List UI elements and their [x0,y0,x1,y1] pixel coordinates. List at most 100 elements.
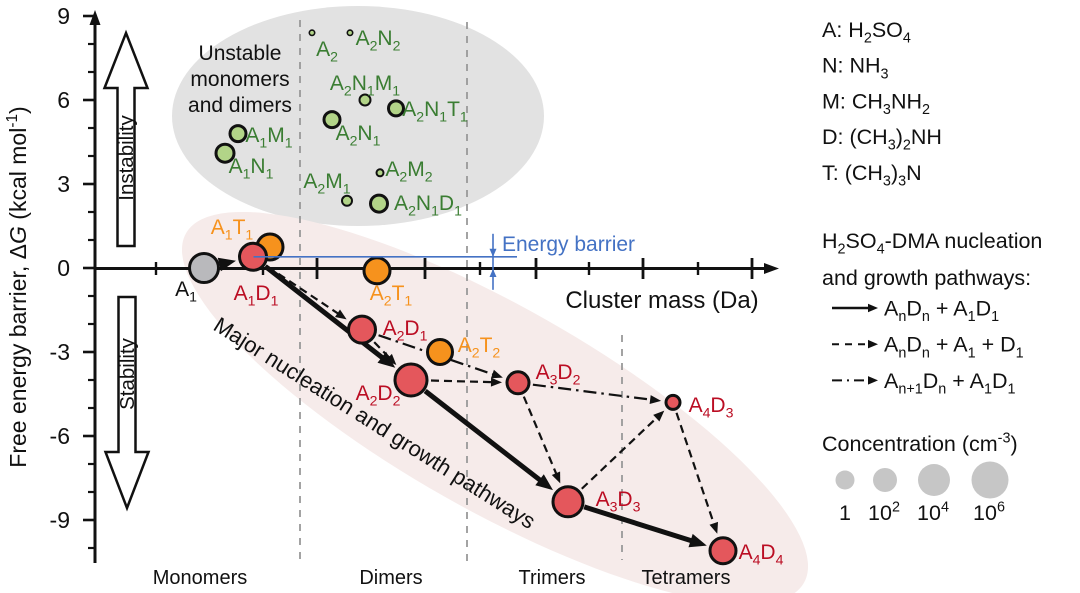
data-point-a2d2 [393,362,429,398]
unstable-region-caption-line1: Unstable [199,42,282,65]
edge-A2D2-A3D3-solid-head [535,474,553,491]
legend-species-T: T: (CH3)3N [822,161,922,190]
legend-pathway-arrowhead-dashdot [868,376,878,385]
instability-label: Instability [115,115,138,201]
legend-species-M: M: CH3NH2 [822,89,930,118]
edge-A3D2-A4D3-dashdot-head [649,395,662,404]
point-label-a2: A2 [316,38,338,65]
edge-A3D2-A3D3-dashed [522,396,559,477]
data-point-a2n1t1 [387,99,405,118]
data-point-a3d3 [551,485,585,519]
data-point-a1m1 [228,124,248,144]
concentration-size-label-3: 104 [917,499,949,525]
edge-A2D1-A2D2-dashed-head [385,353,397,365]
pathway-region-ellipse [181,211,809,593]
energy-barrier-arrow-up [489,269,497,277]
edge-A2D2-A3D2-dashed [430,379,494,384]
y-tick-label-6: 6 [57,87,70,113]
data-point-a2n1m1 [358,93,372,107]
point-label-a4d4: A4D4 [739,541,784,568]
data-point-a2m2 [375,168,385,178]
legend-pathway-arrowhead-dashed [868,339,878,349]
point-label-a2m1: A2M1 [303,170,350,197]
unstable-region-caption-line3: and dimers [188,94,292,117]
legend-concentration-title: Concentration (cm-3) [822,430,1018,456]
data-point-a2n2 [346,29,354,37]
category-label-trimers: Trimers [518,567,585,589]
point-label-a2n1t1: A2N1T1 [402,98,468,125]
energy-barrier-arrow-down [489,248,497,257]
legend-species-A: A: H2SO4 [822,18,911,47]
y-axis-arrowhead [89,10,101,25]
concentration-size-label-1: 1 [839,501,851,525]
concentration-circle-1 [835,470,855,490]
data-point-a3d2 [505,370,531,396]
point-label-a2n1d1: A2N1D1 [394,192,462,219]
data-point-a1 [188,252,220,284]
x-axis-arrowhead [764,263,779,274]
point-label-a4d3: A4D3 [689,394,734,421]
edge-A3D3-A4D3-dashed-head [653,410,665,422]
data-point-a2m1 [341,194,353,207]
data-point-a2 [308,29,316,37]
data-point-a1n1 [214,142,236,164]
stability-arrow [103,295,151,512]
energy-barrier-label: Energy barrier [502,233,635,256]
concentration-size-label-2: 102 [868,499,900,525]
legend-pathway-label-dashdot: An+1Dn + A1D1 [884,369,1016,398]
point-label-a1: A1 [175,278,197,305]
edge-A3D3-A4D3-dashed [581,415,660,490]
y-tick-label-0: 0 [57,255,70,281]
legend-pathways-title-line1: H2SO4-DMA nucleation [822,229,1042,258]
concentration-circle-4 [971,461,1009,499]
stability-label: Stability [116,337,139,410]
legend-pathway-arrowhead-solid [868,303,878,313]
edge-A4D3-A4D4-dashed [675,412,716,527]
point-label-a1t1: A1T1 [211,216,254,243]
concentration-circle-2 [873,468,897,492]
point-label-a3d3: A3D3 [596,488,641,515]
edge-A1D1-A2D1-dashed-head [335,309,347,320]
edge-A2D1-A3D2-dashdot-head [491,369,503,379]
category-label-monomers: Monomers [153,567,247,589]
x-axis-title: Cluster mass (Da) [565,287,758,314]
data-point-a4d4 [708,536,738,566]
edge-A4D3-A4D4-dashed-head [709,521,718,534]
y-tick-label--6: -6 [50,423,70,449]
legend-pathway-label-dashed: AnDn + A1 + D1 [884,333,1024,362]
point-label-a1m1: A1M1 [245,124,292,151]
edge-A2D2-A3D2-dashed-head [490,377,503,387]
y-tick-label-3: 3 [57,171,70,197]
unstable-region-ellipse [172,6,544,226]
point-label-a2n1: A2N1 [336,122,381,149]
data-point-a2n1d1 [369,193,389,214]
y-tick-label--3: -3 [50,339,70,365]
concentration-size-label-4: 106 [973,499,1005,525]
point-label-a3d2: A3D2 [536,361,581,388]
edge-A2D2-A3D3-solid [423,389,545,485]
edge-A3D3-A4D4-solid-head [688,533,707,548]
point-label-a2d1: A2D1 [383,317,428,344]
point-label-a1d1: A1D1 [234,282,279,309]
legend-species-N: N: NH3 [822,54,889,83]
edge-A1D1-A2D2-solid [263,264,387,362]
legend-pathway-label-solid: AnDn + A1D1 [884,297,999,326]
edge-A1-A1D1-solid-head [217,257,236,272]
edge-A3D2-A3D3-dashed-head [551,471,561,484]
y-axis-title: Free energy barrier, ΔG (kcal mol-1) [4,106,31,467]
data-point-a2t1 [362,256,392,286]
edge-A3D2-A4D3-dashdot [532,383,654,401]
data-point-a2t2 [426,338,454,366]
instability-arrow [102,29,150,248]
point-label-a2t1: A2T1 [370,282,413,309]
legend-species-D: D: (CH3)2NH [822,125,942,154]
concentration-circle-3 [918,464,950,496]
category-label-tetramers: Tetramers [642,567,731,589]
category-label-dimers: Dimers [359,567,422,589]
data-point-a2n1 [322,110,342,130]
edge-A3D3-A4D4-solid [583,504,696,545]
unstable-region-caption-line2: monomers [190,68,289,91]
point-label-a2n1m1: A2N1M1 [330,72,400,99]
